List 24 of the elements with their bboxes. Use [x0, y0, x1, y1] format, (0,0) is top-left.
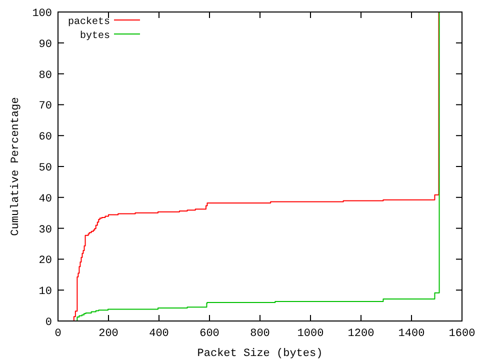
x-tick-label: 1600 [448, 328, 476, 340]
x-axis-title: Packet Size (bytes) [197, 348, 323, 360]
x-tick-label: 800 [250, 328, 270, 340]
x-tick-label: 1400 [398, 328, 425, 340]
y-axis-title: Cumulative Percentage [10, 97, 22, 236]
legend-label: bytes [80, 30, 110, 42]
y-tick-label: 100 [32, 8, 52, 20]
y-tick-label: 30 [38, 224, 52, 236]
y-tick-label: 70 [38, 100, 52, 113]
x-tick-label: 0 [54, 328, 62, 340]
legend-label: packets [68, 16, 110, 28]
y-tick-label: 80 [38, 70, 52, 82]
y-tick-label: 20 [38, 255, 52, 268]
y-tick-label: 10 [38, 286, 52, 298]
y-tick-label: 90 [38, 38, 52, 51]
y-tick-label: 0 [45, 317, 52, 329]
x-tick-label: 600 [200, 328, 220, 340]
y-tick-label: 40 [38, 193, 52, 206]
x-tick-label: 1200 [348, 328, 374, 340]
y-tick-label: 60 [38, 132, 52, 144]
y-tick-label: 50 [38, 162, 52, 174]
x-tick-label: 1000 [297, 328, 324, 340]
x-tick-label: 400 [149, 328, 169, 340]
x-tick-label: 200 [98, 328, 118, 340]
